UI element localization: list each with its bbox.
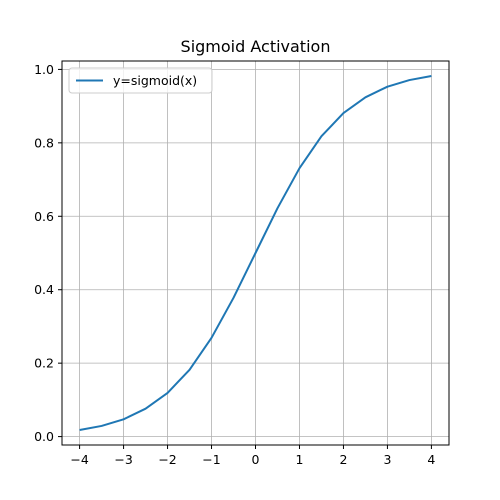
grid xyxy=(62,61,449,445)
y-tick-label: 0.2 xyxy=(34,356,54,371)
legend-box xyxy=(68,67,213,94)
series-line-sigmoid xyxy=(79,75,432,431)
x-tick-label: 2 xyxy=(339,452,347,467)
legend: y=sigmoid(x) xyxy=(68,67,213,94)
series-layer xyxy=(79,75,432,431)
x-tick-label: 4 xyxy=(427,452,435,467)
x-tick-label: 3 xyxy=(383,452,391,467)
x-tick-label: −1 xyxy=(202,452,220,467)
x-tick-label: −2 xyxy=(158,452,176,467)
y-tick-label: 1.0 xyxy=(34,62,54,77)
legend-label: y=sigmoid(x) xyxy=(113,73,197,88)
x-tick-label: −4 xyxy=(70,452,88,467)
x-tick-label: −3 xyxy=(114,452,132,467)
chart-title: Sigmoid Activation xyxy=(181,37,331,56)
y-tick-label: 0.6 xyxy=(34,209,54,224)
y-tick-label: 0.8 xyxy=(34,135,54,150)
x-tick-label: 0 xyxy=(252,452,260,467)
y-tick-label: 0.0 xyxy=(34,429,54,444)
y-tick-label: 0.4 xyxy=(34,282,54,297)
ticks: −4 −3 −2 −1 0 1 2 3 4 0.0 0.2 0.4 0.6 0.8 1.0 xyxy=(34,62,435,467)
x-tick-label: 1 xyxy=(296,452,304,467)
